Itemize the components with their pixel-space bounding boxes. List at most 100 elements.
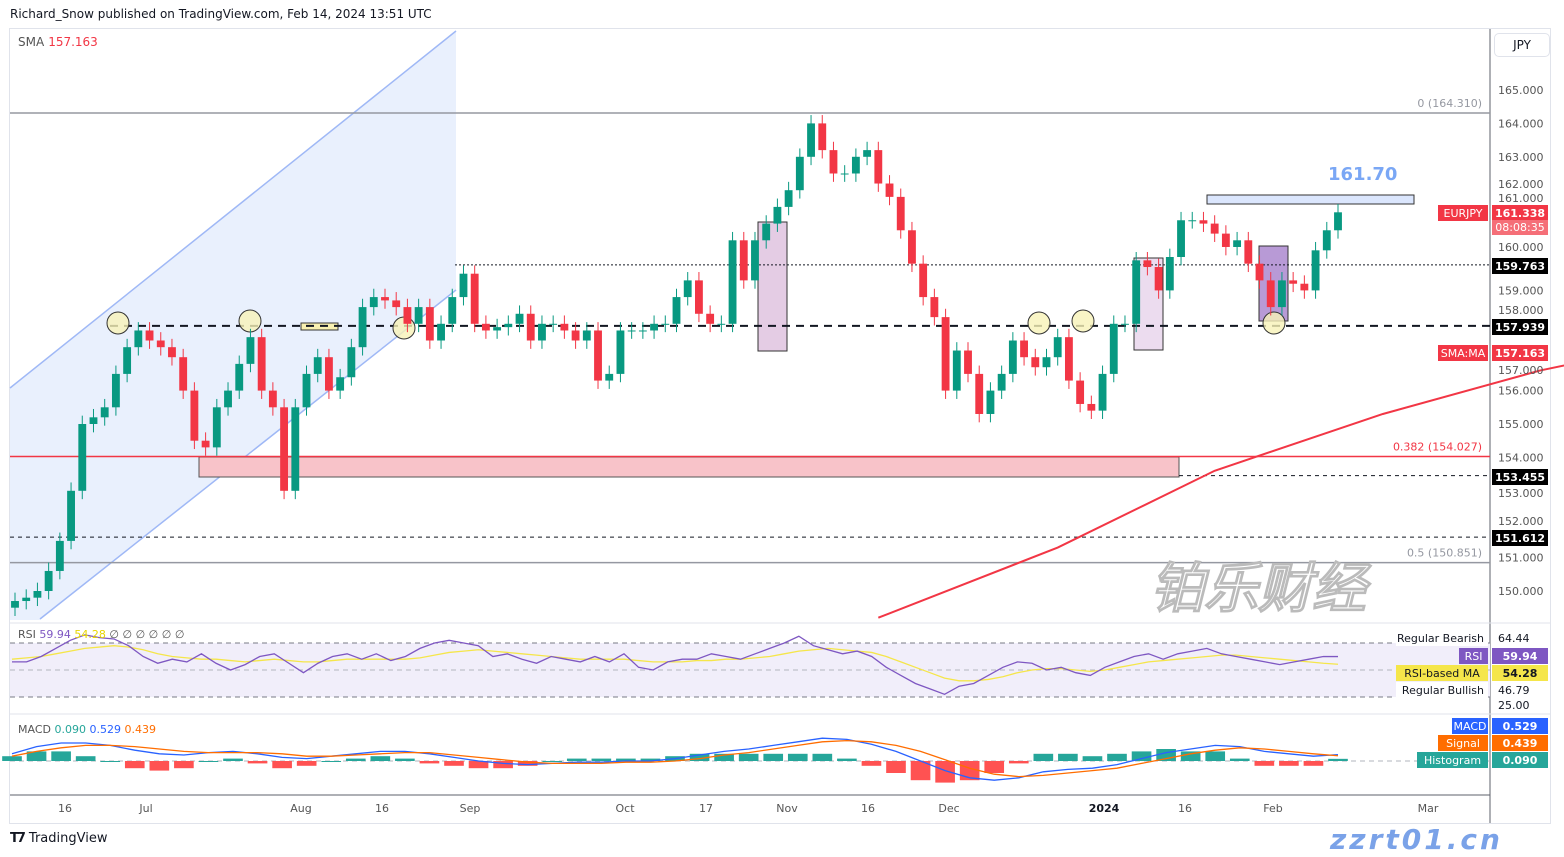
candle[interactable] <box>481 315 490 339</box>
consolidation-box[interactable] <box>757 221 788 352</box>
candle[interactable] <box>190 382 199 450</box>
candle[interactable] <box>1154 258 1163 299</box>
candle[interactable] <box>627 322 636 339</box>
candle[interactable] <box>762 215 771 249</box>
channel-fill[interactable] <box>10 31 456 620</box>
channel-upper-line[interactable] <box>9 30 457 389</box>
candle[interactable] <box>504 315 513 336</box>
candle[interactable] <box>22 589 31 610</box>
candle[interactable] <box>493 318 502 339</box>
candle[interactable] <box>1244 231 1253 273</box>
touch-point-circle[interactable] <box>106 311 130 335</box>
rsi-line[interactable] <box>12 634 1339 696</box>
candle[interactable] <box>919 255 928 306</box>
support-zone[interactable] <box>198 456 1180 478</box>
candle[interactable] <box>437 315 445 349</box>
candle[interactable] <box>560 315 569 339</box>
rsi-legend[interactable]: RSI 59.94 54.28 ∅ ∅ ∅ ∅ ∅ ∅ <box>18 628 184 641</box>
touch-point-circle[interactable] <box>238 309 262 333</box>
candle[interactable] <box>874 141 883 192</box>
candle[interactable] <box>829 141 838 182</box>
candle[interactable] <box>795 148 804 199</box>
candle[interactable] <box>538 315 546 349</box>
candle[interactable] <box>650 315 659 339</box>
candle[interactable] <box>706 305 715 333</box>
candle[interactable] <box>1031 348 1040 376</box>
candle[interactable] <box>302 365 311 416</box>
candle[interactable] <box>952 342 961 399</box>
candle[interactable] <box>1076 372 1085 413</box>
candle[interactable] <box>403 298 412 333</box>
candle[interactable] <box>1221 225 1230 256</box>
candle[interactable] <box>851 148 860 182</box>
candle[interactable] <box>1087 395 1096 419</box>
candle[interactable] <box>1289 272 1298 293</box>
touch-point-circle[interactable] <box>1027 311 1051 335</box>
currency-button[interactable]: JPY <box>1494 33 1550 57</box>
touch-point-circle[interactable] <box>1071 309 1095 333</box>
candle[interactable] <box>1199 211 1208 232</box>
candle[interactable] <box>459 265 468 306</box>
candle[interactable] <box>246 328 255 373</box>
candle[interactable] <box>268 382 277 416</box>
candle[interactable] <box>168 338 176 366</box>
candle[interactable] <box>661 315 670 333</box>
macd-legend[interactable]: MACD 0.090 0.529 0.439 <box>18 723 156 736</box>
candle[interactable] <box>1300 275 1309 299</box>
candle[interactable] <box>908 221 916 273</box>
candle[interactable] <box>67 482 75 550</box>
candle[interactable] <box>1266 272 1275 316</box>
candle[interactable] <box>336 368 345 399</box>
candle[interactable] <box>33 582 42 607</box>
candle[interactable] <box>470 265 479 333</box>
resistance-zone[interactable] <box>1206 194 1415 205</box>
candle[interactable] <box>1322 221 1331 259</box>
candle[interactable] <box>313 348 322 383</box>
candle[interactable] <box>1278 272 1286 316</box>
candle[interactable] <box>55 532 64 580</box>
candle[interactable] <box>717 315 726 333</box>
candle[interactable] <box>526 305 535 349</box>
candle[interactable] <box>975 365 984 423</box>
candle[interactable] <box>672 288 681 333</box>
candle[interactable] <box>739 231 748 289</box>
candle[interactable] <box>594 322 602 389</box>
candle[interactable] <box>863 141 872 166</box>
candle[interactable] <box>1233 231 1242 256</box>
candle[interactable] <box>280 398 289 500</box>
candle[interactable] <box>414 298 423 333</box>
candle[interactable] <box>784 181 793 216</box>
candle[interactable] <box>885 175 894 206</box>
candle[interactable] <box>1334 203 1342 239</box>
candle[interactable] <box>818 115 827 159</box>
candle[interactable] <box>515 305 524 333</box>
candle[interactable] <box>1020 332 1028 366</box>
sma-legend[interactable]: SMA 157.163 <box>18 35 98 49</box>
candle[interactable] <box>616 322 625 383</box>
candle[interactable] <box>582 322 591 349</box>
candle[interactable] <box>997 365 1006 399</box>
candle[interactable] <box>224 382 232 416</box>
candle[interactable] <box>381 288 389 309</box>
candle[interactable] <box>44 562 53 600</box>
candle[interactable] <box>235 355 244 399</box>
candle[interactable] <box>605 365 614 389</box>
candle[interactable] <box>123 338 132 383</box>
candle[interactable] <box>369 288 378 316</box>
candle[interactable] <box>325 348 333 399</box>
candle[interactable] <box>773 198 782 232</box>
candle[interactable] <box>111 365 120 416</box>
candle[interactable] <box>1210 215 1219 242</box>
candle[interactable] <box>964 342 972 383</box>
candle[interactable] <box>896 188 905 239</box>
candle[interactable] <box>1053 328 1062 366</box>
candle[interactable] <box>89 408 98 433</box>
rsi-ma-line[interactable] <box>11 645 1339 682</box>
candle[interactable] <box>683 272 692 306</box>
candle[interactable] <box>347 338 356 386</box>
candle[interactable] <box>212 398 221 456</box>
candle[interactable] <box>100 398 109 426</box>
candle[interactable] <box>201 432 210 456</box>
candle[interactable] <box>1165 248 1174 299</box>
